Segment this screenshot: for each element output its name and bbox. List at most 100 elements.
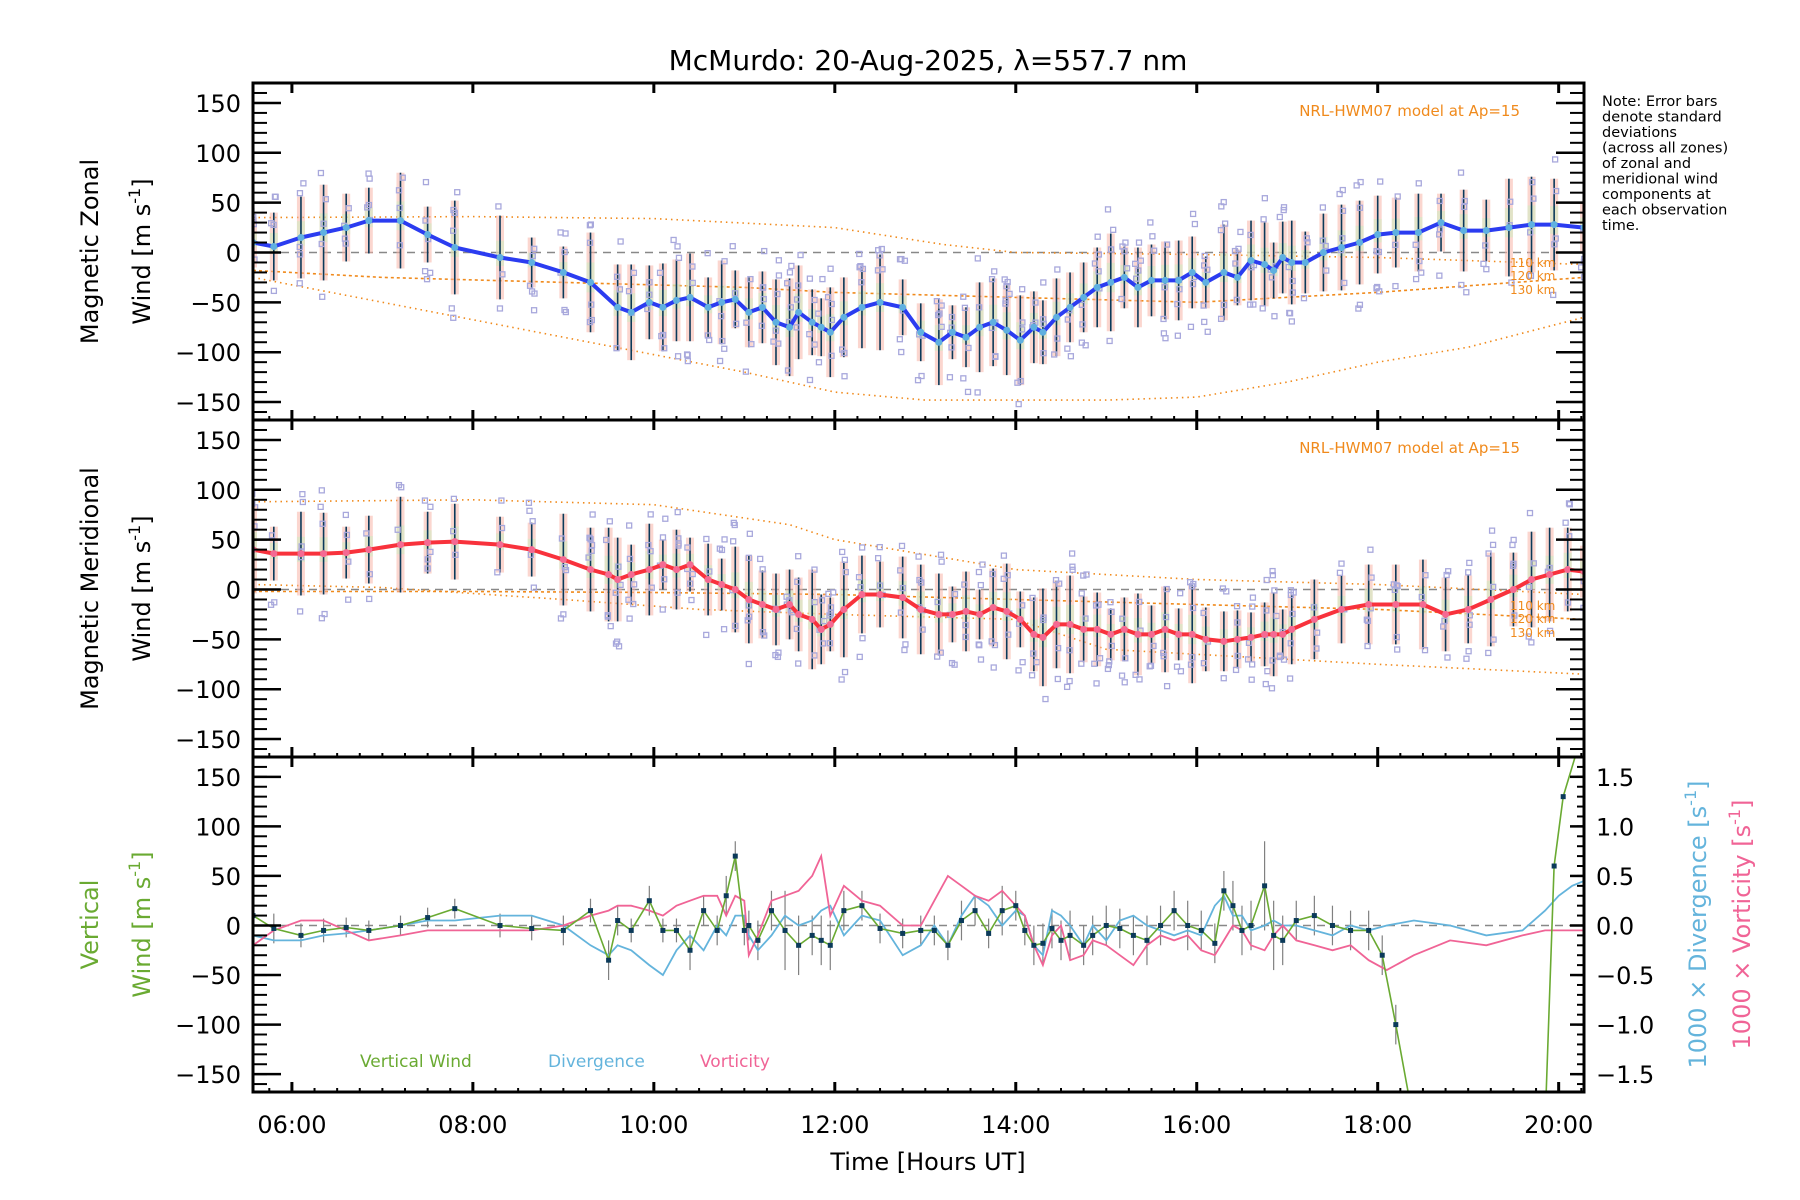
data-point bbox=[714, 927, 720, 933]
zone-point bbox=[1160, 653, 1167, 660]
x-tick-label: 18:00 bbox=[1343, 1111, 1412, 1139]
zone-point bbox=[1527, 272, 1535, 279]
zone-point bbox=[1415, 180, 1422, 187]
zone-point bbox=[732, 622, 739, 630]
data-point bbox=[723, 893, 729, 899]
zone-point bbox=[704, 332, 712, 339]
zone-point bbox=[1460, 203, 1468, 211]
zone-point bbox=[793, 324, 800, 331]
zone-point bbox=[1000, 575, 1007, 582]
zone-point bbox=[1176, 286, 1183, 293]
zone-point bbox=[933, 298, 941, 305]
data-point bbox=[1093, 283, 1101, 291]
zone-point bbox=[1078, 590, 1085, 597]
zone-point bbox=[775, 272, 783, 279]
data-point bbox=[1270, 630, 1278, 638]
zone-point bbox=[366, 175, 373, 182]
zone-point bbox=[1186, 579, 1194, 586]
data-point bbox=[1233, 635, 1241, 643]
zone-point bbox=[450, 495, 458, 503]
zone-point bbox=[1068, 550, 1076, 557]
x-tick-label: 08:00 bbox=[438, 1111, 507, 1139]
zone-point bbox=[876, 582, 884, 589]
zone-point bbox=[343, 531, 351, 539]
panel-plot-area bbox=[253, 757, 1584, 1092]
y-tick-label: 50 bbox=[210, 527, 241, 555]
data-point bbox=[858, 303, 866, 311]
note-line: denote standard bbox=[1602, 110, 1722, 126]
y-tick-label: 100 bbox=[195, 140, 241, 168]
zone-point bbox=[1463, 289, 1470, 296]
zone-point bbox=[674, 508, 681, 516]
zone-point bbox=[1234, 619, 1241, 626]
data-point bbox=[1311, 913, 1317, 919]
zone-point bbox=[1392, 241, 1399, 249]
zone-point bbox=[938, 302, 945, 309]
data-point bbox=[1066, 620, 1074, 628]
zone-point bbox=[1235, 245, 1242, 253]
zone-point bbox=[819, 275, 826, 283]
data-point bbox=[1464, 605, 1472, 613]
zone-point bbox=[977, 656, 985, 663]
zone-point bbox=[1204, 328, 1211, 335]
data-point bbox=[1220, 637, 1228, 645]
zone-point bbox=[1096, 655, 1104, 662]
zone-point bbox=[1303, 235, 1310, 242]
x-tick-labels: 06:00 08:00 10:00 12:00 14:00 16:00 18:00 20:00 bbox=[257, 1111, 1593, 1139]
zone-point bbox=[1526, 509, 1534, 517]
y-tick-label: 100 bbox=[195, 477, 241, 505]
zone-point bbox=[719, 337, 726, 345]
data-point bbox=[962, 607, 970, 615]
zone-point bbox=[1032, 299, 1039, 306]
y-axis-title-line1: Magnetic Zonal bbox=[76, 159, 104, 344]
zone-point bbox=[745, 660, 752, 668]
zone-point bbox=[1276, 213, 1283, 221]
data-point bbox=[1564, 566, 1572, 574]
data-point bbox=[342, 549, 350, 557]
zone-point bbox=[721, 258, 728, 265]
data-point bbox=[588, 908, 594, 914]
data-point bbox=[746, 922, 752, 928]
data-point bbox=[1134, 630, 1142, 638]
zone-point bbox=[1289, 289, 1296, 296]
zone-point bbox=[1249, 603, 1256, 610]
zone-point bbox=[1191, 220, 1199, 228]
zone-point bbox=[1136, 676, 1143, 683]
data-point bbox=[817, 625, 825, 633]
zone-point bbox=[1107, 599, 1114, 606]
data-point bbox=[1031, 942, 1037, 948]
zone-point bbox=[1095, 251, 1103, 258]
zone-point bbox=[732, 290, 739, 297]
zone-point bbox=[896, 336, 903, 343]
zone-point bbox=[1187, 661, 1195, 668]
zone-point bbox=[898, 255, 905, 263]
zone-point bbox=[394, 526, 401, 533]
zone-point bbox=[1201, 318, 1208, 326]
zone-point bbox=[729, 243, 736, 250]
zone-point bbox=[1248, 264, 1255, 271]
zone-point bbox=[1019, 286, 1026, 293]
zone-point bbox=[1244, 656, 1252, 663]
zone-point bbox=[648, 584, 655, 591]
zone-point bbox=[1002, 297, 1009, 304]
zone-point bbox=[1390, 581, 1397, 588]
data-point bbox=[972, 908, 978, 914]
zone-point bbox=[688, 596, 695, 604]
zone-point bbox=[396, 242, 403, 249]
zone-point bbox=[1078, 660, 1085, 667]
zone-point bbox=[733, 320, 740, 327]
zone-point bbox=[615, 563, 622, 570]
data-point bbox=[808, 318, 816, 326]
zone-point bbox=[856, 653, 863, 661]
note-line: deviations bbox=[1602, 125, 1677, 141]
data-point bbox=[1081, 942, 1087, 948]
zone-point bbox=[761, 632, 768, 639]
zone-point bbox=[530, 307, 538, 314]
data-point bbox=[1188, 630, 1196, 638]
zone-point bbox=[946, 374, 954, 381]
zone-point bbox=[897, 609, 905, 616]
data-point bbox=[424, 231, 432, 239]
data-point bbox=[1356, 239, 1364, 247]
data-point bbox=[1107, 278, 1115, 286]
